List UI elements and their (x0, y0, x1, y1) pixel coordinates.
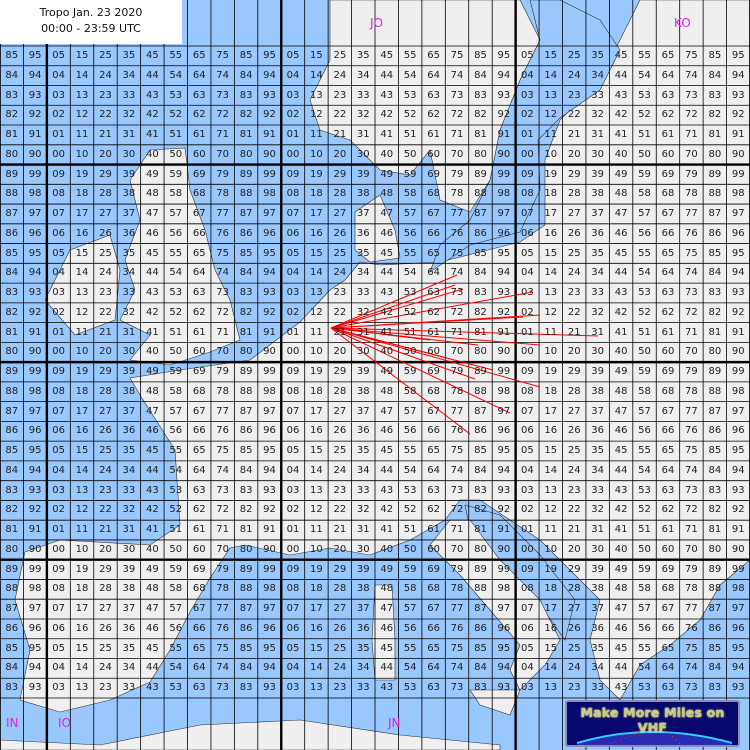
grid-square-row: 86 96 06 16 26 36 46 56 66 76 86 96 06 1… (5, 622, 745, 634)
grid-square-row: 87 97 07 17 27 37 47 57 67 77 87 97 07 1… (5, 405, 745, 417)
land-great-britain (119, 147, 241, 366)
field-label-jo: JO (370, 16, 383, 30)
tropo-path-line (330, 327, 471, 435)
grid-square-row: 83 93 03 13 23 33 43 53 63 73 83 93 03 1… (5, 287, 745, 299)
grid-square-row: 89 99 09 19 29 39 49 59 69 79 89 99 09 1… (5, 168, 745, 180)
grid-square-row: 83 93 03 13 23 33 43 53 63 73 83 93 03 1… (5, 89, 745, 101)
land-scandinavia (309, 0, 541, 213)
grid-square-row: 85 95 05 15 25 35 45 55 65 75 85 95 05 1… (5, 50, 745, 61)
tropo-path-line (330, 327, 599, 337)
grid-square-row: 81 91 01 11 21 31 41 51 61 71 81 91 01 1… (5, 326, 745, 338)
grid-square-row: 82 92 02 12 22 32 42 52 62 72 82 92 02 1… (5, 504, 745, 516)
tropo-path-line (330, 274, 458, 329)
land-africa (0, 719, 501, 750)
grid-square-row: 83 93 03 13 23 33 43 53 63 73 83 93 03 1… (5, 484, 745, 496)
logo-horizon-graphic (576, 723, 733, 745)
tropo-path-line (330, 327, 541, 388)
land-denmark (354, 194, 401, 263)
map-title: Tropo Jan. 23 2020 (39, 6, 143, 19)
tropo-path-line (330, 288, 464, 329)
grid-square-row: 85 95 05 15 25 35 45 55 65 75 85 95 05 1… (5, 642, 745, 654)
grid-square-row: 84 94 04 14 24 34 44 54 64 74 84 94 04 1… (5, 662, 745, 674)
tropo-path-line (330, 327, 511, 414)
grid-square-row: 84 94 04 14 24 34 44 54 64 74 84 94 04 1… (5, 267, 745, 279)
grid-square-row: 87 97 07 17 27 37 47 57 67 77 87 97 07 1… (5, 208, 745, 220)
tropo-paths (330, 274, 599, 435)
tropo-path-line (330, 327, 494, 371)
tropo-path-line (330, 327, 541, 346)
logo-text: Make More Miles on VHF (580, 705, 725, 735)
land-baltic-sea (429, 0, 621, 273)
grid-square-row: 84 94 04 14 24 34 44 54 64 74 84 94 04 1… (5, 464, 745, 476)
grid-square-row: 88 98 08 18 28 38 48 58 68 78 88 98 08 1… (5, 385, 745, 397)
grid-square-row: 84 94 04 14 24 34 44 54 64 74 84 94 04 1… (5, 69, 745, 81)
tropo-path-line (330, 316, 524, 329)
tropo-path-line (330, 327, 431, 341)
grid-square-row: 81 91 01 11 21 31 41 51 61 71 81 91 01 1… (5, 524, 745, 536)
grid-square-row: 82 92 02 12 22 32 42 52 62 72 82 92 02 1… (5, 306, 745, 318)
grid-square-row: 85 95 05 15 25 35 45 55 65 75 85 95 05 1… (5, 445, 745, 457)
land-sicily (469, 689, 521, 716)
grid-square-row: 88 98 08 18 28 38 48 58 68 78 88 98 08 1… (5, 188, 745, 200)
grid-square-row: 83 93 03 13 23 33 43 53 63 73 83 93 03 1… (5, 682, 745, 694)
land-ireland (44, 234, 121, 336)
tropo-path-line (330, 284, 456, 329)
field-label-jn: JN (388, 716, 401, 730)
grid-square-row: 81 91 01 11 21 31 41 51 61 71 81 91 01 1… (5, 129, 745, 141)
title-box: Tropo Jan. 23 2020 00:00 - 23:59 UTC (0, 0, 182, 44)
grid-square-row: 89 99 09 19 29 39 49 59 69 79 89 99 09 1… (5, 563, 745, 575)
grid-square-row: 89 99 09 19 29 39 49 59 69 79 89 99 09 1… (5, 366, 745, 378)
grid-square-row: 88 98 08 18 28 38 48 58 68 78 88 98 08 1… (5, 583, 745, 595)
tropo-path-line (330, 327, 476, 380)
tropo-path-line (330, 291, 534, 329)
grid-square-row: 82 92 02 12 22 32 42 52 62 72 82 92 02 1… (5, 109, 745, 121)
field-label-io: IO (58, 716, 71, 730)
grid-square-row: 86 96 06 16 26 36 46 56 66 76 86 96 06 1… (5, 227, 745, 239)
grid-square-row: 85 95 05 15 25 35 45 55 65 75 85 95 05 1… (5, 247, 745, 259)
logo[interactable]: Make More Miles on VHF (565, 700, 740, 747)
grid-square-row: 87 97 07 17 27 37 47 57 67 77 87 97 07 1… (5, 603, 745, 615)
land-corsica-sardinia (371, 584, 396, 681)
field-label-ko: KO (674, 16, 691, 30)
grid-square-row: 80 90 00 10 20 30 40 50 60 70 80 90 00 1… (5, 346, 745, 358)
grid-square-row: 80 90 00 10 20 30 40 50 60 70 80 90 00 1… (5, 148, 745, 160)
field-label-in: IN (6, 716, 19, 730)
grid-square-row: 86 96 06 16 26 36 46 56 66 76 86 96 06 1… (5, 425, 745, 437)
time-range: 00:00 - 23:59 UTC (41, 22, 141, 35)
grid-square-row: 80 90 00 10 20 30 40 50 60 70 80 90 00 1… (5, 543, 745, 555)
